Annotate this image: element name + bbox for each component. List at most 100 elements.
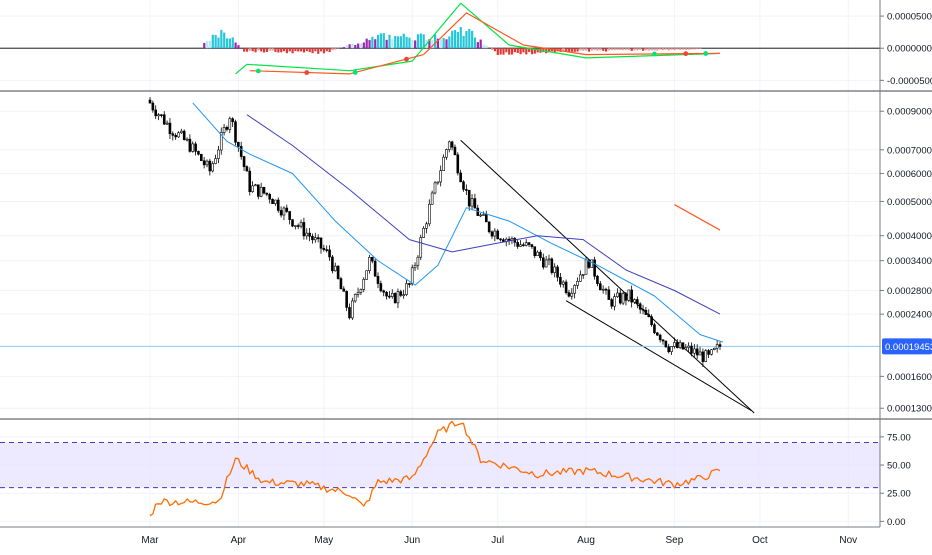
trendline-upper [460,139,755,414]
macd-hist-bar [627,48,630,50]
candle-body [516,242,519,247]
candle-body [328,249,331,258]
macd-hist-bar [647,48,650,51]
macd-hist-bar [525,48,528,55]
macd-hist-bar [388,34,391,49]
rsi-band [0,442,880,488]
candle-body [348,307,351,319]
macd-hist-bar [254,48,257,53]
candle-body [231,118,234,123]
candle-body [427,203,431,225]
candle-body [208,160,212,172]
macd-hist-bar [445,39,448,49]
candle-body [710,349,713,355]
macd-hist-bar [211,34,214,49]
candle-body [653,324,656,334]
candle-body [180,130,183,134]
macd-hist-bar [396,36,400,49]
series-layer [149,102,724,517]
candle-body [160,114,163,116]
macd-layer [0,2,880,75]
macd-hist-bar [622,48,625,51]
candle-body [581,274,585,276]
macd-hist-bar [565,48,568,51]
candle-body [596,275,599,284]
candle-body [217,149,220,159]
candle-body [712,347,716,350]
candle-body [527,242,531,245]
candle-body [379,283,383,292]
macd-hist-bar [225,38,229,49]
macd-hist-bar [337,48,340,49]
macd-hist-bar [513,48,516,53]
macd-hist-bar [456,31,459,49]
macd-hist-bar [431,39,434,49]
macd-hist-bar [274,48,277,52]
candle-body [370,257,374,262]
macd-cross-dot [352,70,358,75]
candle-body [522,244,525,247]
candle-body [202,160,206,166]
candle-body [311,235,314,241]
candle-body [462,181,465,190]
rsi-tick-label-1: 50.00 [887,461,911,472]
candle-body [422,228,425,238]
macd-hist-bar [320,48,323,52]
candle-body [687,345,690,348]
candle-body [701,351,705,362]
macd-hist-bar [485,45,488,49]
macd-hist-bar [322,48,326,54]
candle-body [245,166,249,172]
macd-hist-bar [362,42,365,49]
candle-body [644,309,648,315]
macd-hist-bar [302,48,306,53]
macd-hist-bar [453,30,457,49]
candle-body [467,189,471,207]
macd-hist-bar [248,48,251,51]
macd-hist-bar [468,28,471,49]
macd-hist-bar [359,43,363,49]
macd-hist-bar [451,30,454,49]
macd-hist-bar [228,38,231,49]
candle-body [288,211,291,220]
candle-body [382,290,386,293]
candle-body [214,158,217,164]
macd-hist-bar [699,48,702,50]
candle-body [439,170,443,183]
rsi-tick-label-3: 0.00 [887,517,906,528]
macd-hist-bar [294,48,297,52]
candle-body [157,114,160,117]
candle-body [675,342,679,348]
candle-body [641,308,645,311]
macd-cross-dot [404,56,409,62]
rsi-tick-label-0: 75.00 [887,432,911,443]
candle-body [590,259,594,268]
macd-cross-dot [703,51,709,56]
candle-layer [148,97,722,367]
candle-body [200,153,203,162]
macd-hist-bar [203,42,206,49]
candle-body [359,289,363,293]
candle-body [447,141,451,150]
macd-hist-bar [462,35,465,49]
orange-segment [674,204,721,231]
candle-body [194,143,197,152]
candle-body [402,294,405,296]
candle-body [316,237,320,239]
candle-body [482,214,485,216]
candle-body [154,109,157,117]
macd-hist-bar [553,48,556,54]
candle-body [276,199,280,211]
candle-body [396,291,400,304]
candle-body [385,291,388,297]
macd-hist-bar [414,40,417,49]
trendline-lower [565,300,752,412]
rsi-tick-label-2: 25.00 [887,489,911,500]
macd-hist-bar [439,38,442,49]
macd-hist-bar [662,48,665,51]
macd-hist-bar [567,48,571,53]
macd-hist-bar [331,48,334,51]
candle-body [550,258,554,273]
